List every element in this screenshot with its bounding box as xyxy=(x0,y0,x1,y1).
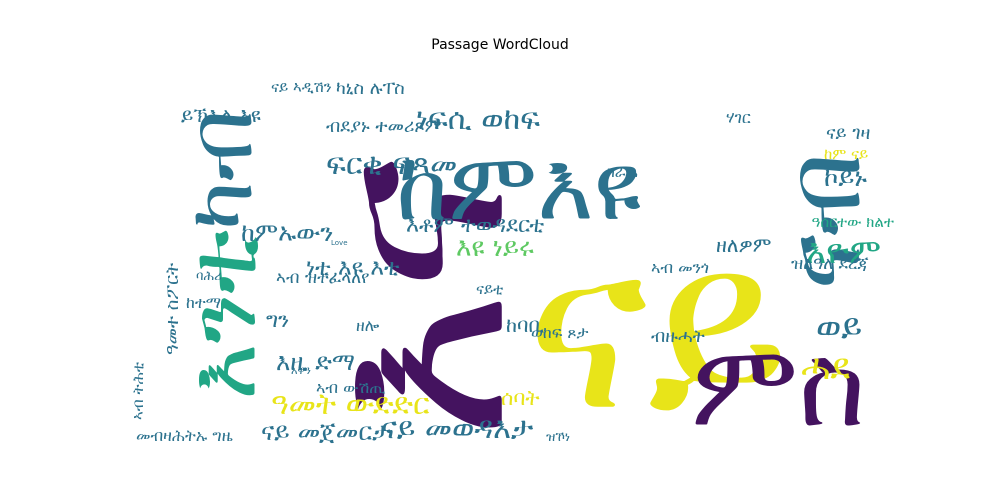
wordcloud-word: እዩ ነይሩ xyxy=(456,233,534,263)
wordcloud-word: ናይ ኣዲሽን xyxy=(271,78,332,96)
chart-title: Passage WordCloud xyxy=(431,37,569,53)
wordcloud-word: ኮይኑ xyxy=(824,163,867,193)
wordcloud-word: ኣብ ዝተፈላለየ xyxy=(276,268,370,288)
wordcloud-word: ብደያኑ ተመሪጾም xyxy=(326,116,442,137)
wordcloud-word: ወይ xyxy=(816,307,863,347)
wordcloud-word: ይኽእል እዩ xyxy=(181,103,261,127)
wordcloud-word: ነፍሲ ወከፍ xyxy=(416,102,541,137)
wordcloud-word: ወከፍ ጾታ xyxy=(531,323,589,342)
wordcloud-word: ዘለዎም xyxy=(716,233,772,257)
wordcloud-word: ሓደ xyxy=(801,347,851,388)
wordcloud-word: ናይ መጀመርታ xyxy=(261,417,391,444)
wordcloud-word: ናይ xyxy=(526,195,790,444)
wordcloud-word: Love xyxy=(331,239,348,247)
wordcloud-word: ናይ ገዛ xyxy=(826,123,871,144)
wordcloud-word: ከባቢ xyxy=(506,313,545,337)
wordcloud-word: እዚ ድማ xyxy=(276,348,355,376)
wordcloud-word: ምስ xyxy=(691,319,866,444)
wordcloud-word: ካኒስ ሉፐስ xyxy=(336,78,405,99)
wordcloud-word: ዓሰርተው ክልተ xyxy=(811,213,894,231)
wordcloud-word: ሃገር xyxy=(726,108,751,127)
wordcloud-word: ግን xyxy=(266,308,290,332)
wordcloud-word: ካብ xyxy=(168,109,273,230)
wordcloud-word: ከምእዩ xyxy=(396,132,642,242)
wordcloud-word: ብዙሓት xyxy=(651,326,705,347)
wordcloud-word: መብዛሕትኡ ግዜ xyxy=(136,426,233,444)
wordcloud-word: ኣብ ትሕቲ xyxy=(129,362,147,420)
wordcloud-word: እዋን xyxy=(291,364,311,377)
word-cloud: ናይ እና ምስ ከምእዩ እንቲ ናብ ካብ ነፍሲ ወከፍ ፍርቂ ፍጻመ ናይ መወዳእታ ዓ… xyxy=(126,60,894,444)
wordcloud-word: ናይቲ xyxy=(476,280,504,298)
wordcloud-word: ኣብ መንጎ xyxy=(651,258,709,277)
wordcloud-word: ዓመተ ስፖርት xyxy=(162,262,183,355)
wordcloud-word: ዘሎ xyxy=(356,316,380,335)
wordcloud-word: ነቲ እዩ እቲ xyxy=(306,255,400,281)
wordcloud-word: ባሕሪ xyxy=(196,269,222,284)
wordcloud-word: ሰባት xyxy=(501,386,540,410)
wordcloud-word: ናይ መወዳእታ xyxy=(381,411,534,444)
wordcloud-word: ከም ናይ xyxy=(824,145,869,163)
wordcloud-word: እንቲ xyxy=(168,229,278,400)
wordcloud-word: ከተማ xyxy=(186,293,222,312)
wordcloud-word: ከምኡውን xyxy=(241,218,334,247)
wordcloud-word: እዮም xyxy=(806,232,881,272)
wordcloud-word: ስራሕ xyxy=(606,163,638,181)
wordcloud-word: እቶም ተወዳደርቲ xyxy=(406,213,545,238)
wordcloud-word: ዝኾነ xyxy=(546,430,571,444)
wordcloud-word: ዝለዓለ ደረጃ xyxy=(791,254,869,274)
wordcloud-word: ዓመት ውድድር xyxy=(271,387,430,422)
wordcloud-word: ኣብ ውሽጢ xyxy=(316,378,386,397)
wordcloud-word: ፍርቂ ፍጻመ xyxy=(326,147,458,182)
